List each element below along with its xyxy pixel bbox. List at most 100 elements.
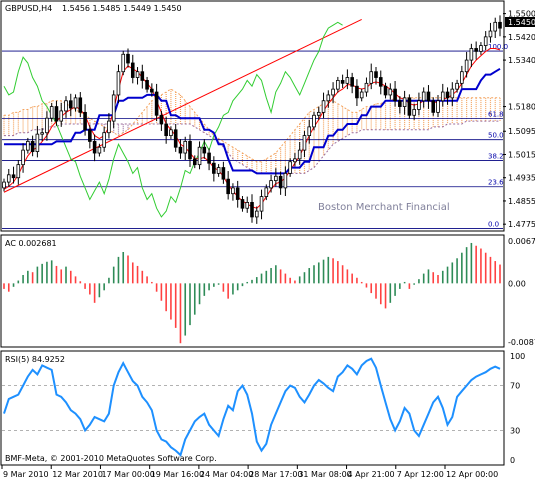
candle-body — [369, 71, 374, 84]
candle-body — [250, 202, 254, 218]
candle-body — [159, 114, 164, 125]
candle-body — [40, 132, 44, 135]
candle-body — [6, 174, 11, 183]
candle-body — [374, 71, 378, 78]
candle-body — [192, 158, 197, 166]
candle-body — [388, 88, 393, 96]
candle-body — [417, 100, 421, 110]
candle-body — [269, 180, 273, 189]
time-tick-label: 28 Mar 17:00 — [249, 470, 302, 479]
candle-body — [54, 106, 59, 122]
ohlc-readout: 1.5456 1.5485 1.5449 1.5450 — [62, 4, 182, 13]
candle-body — [221, 167, 226, 180]
time-tick-label: 12 Mar 2010 — [52, 470, 103, 479]
price-tick-label: 1.4775 — [508, 220, 535, 229]
candle-body — [402, 97, 407, 107]
candle-body — [202, 146, 207, 154]
candle-body — [274, 175, 278, 182]
candle-body — [254, 210, 259, 218]
ac-tick-label: -0.0087841 — [508, 338, 535, 347]
candle-body — [178, 146, 183, 154]
fib-level-label: 0.0 — [488, 221, 499, 229]
candle-body — [307, 126, 312, 137]
candle-body — [488, 30, 493, 38]
fib-level-label: 38.2 — [488, 153, 504, 161]
candle-body — [283, 172, 288, 189]
candle-body — [173, 129, 178, 148]
candle-body — [479, 45, 483, 52]
candle-body — [197, 146, 202, 166]
rsi-axis: 100 70 30 0 — [510, 352, 525, 465]
candle-body — [312, 114, 316, 128]
broker-watermark: Boston Merchant Financial — [318, 202, 450, 213]
candle-body — [64, 100, 68, 112]
candle-body — [240, 199, 245, 209]
price-tick-label: 1.5180 — [508, 103, 535, 112]
candle-body — [340, 80, 345, 84]
time-tick-label: 31 Mar 08:00 — [298, 470, 351, 479]
symbol-title: GBPUSD,H4 — [5, 4, 52, 13]
candle-body — [88, 129, 92, 142]
candle-body — [398, 100, 402, 107]
candle-body — [316, 111, 321, 116]
candles — [2, 15, 502, 224]
price-tick-label: 1.5340 — [508, 56, 535, 65]
ac-label: AC 0.002681 — [5, 239, 57, 248]
candle-body — [126, 53, 130, 64]
candle-body — [297, 149, 302, 160]
rsi-tick-label: 0 — [510, 456, 515, 465]
price-tick-label: 1.4935 — [508, 174, 535, 183]
kijun-line — [4, 67, 501, 175]
fib-level-label: 50.0 — [488, 132, 504, 140]
candle-body — [150, 88, 154, 93]
candle-body — [445, 91, 450, 99]
candle-body — [431, 100, 436, 113]
candle-body — [426, 91, 431, 102]
candle-body — [302, 135, 307, 151]
candle-body — [345, 77, 350, 84]
candle-body — [326, 94, 331, 102]
copyright-text: BMF-Meta, © 2001-2010 MetaQuotes Softwar… — [5, 454, 217, 463]
candle-body — [483, 36, 488, 46]
time-tick-label: 12 Apr 00:00 — [446, 470, 498, 479]
candle-body — [111, 94, 116, 122]
ac-axis: 0.0067105 0.00 -0.0087841 — [508, 237, 535, 347]
candle-body — [355, 85, 359, 99]
price-tick-label: 1.5015 — [508, 150, 535, 159]
candle-body — [469, 48, 474, 61]
candle-body — [83, 111, 87, 131]
candle-body — [383, 85, 388, 96]
candle-body — [359, 91, 364, 99]
candle-body — [331, 88, 335, 96]
candle-body — [421, 91, 426, 102]
time-tick-label: 7 Apr 12:00 — [397, 470, 444, 479]
candle-body — [188, 141, 192, 160]
candle-body — [59, 110, 64, 122]
candle-body — [130, 62, 135, 78]
candle-body — [226, 178, 230, 195]
price-tick-label: 1.5420 — [508, 33, 535, 42]
rsi-tick-label: 70 — [510, 382, 520, 391]
candle-body — [135, 71, 140, 78]
candle-body — [259, 196, 264, 212]
rsi-tick-label: 100 — [510, 352, 525, 361]
candle-body — [321, 100, 326, 113]
candle-body — [30, 141, 35, 152]
candle-body — [145, 80, 149, 90]
time-tick-label: 9 Mar 2010 — [3, 470, 49, 479]
candle-body — [350, 77, 354, 87]
candle-body — [231, 187, 235, 195]
candle-body — [183, 141, 188, 154]
price-tick-label: 1.4855 — [508, 197, 535, 206]
candle-body — [455, 82, 459, 90]
candle-body — [102, 132, 106, 148]
candle-body — [464, 59, 469, 73]
trendline — [3, 18, 362, 193]
current-price-label: 1.5450 — [508, 18, 535, 27]
trendline-segment — [3, 18, 362, 193]
chikou-line — [3, 21, 343, 218]
candle-body — [140, 71, 145, 81]
